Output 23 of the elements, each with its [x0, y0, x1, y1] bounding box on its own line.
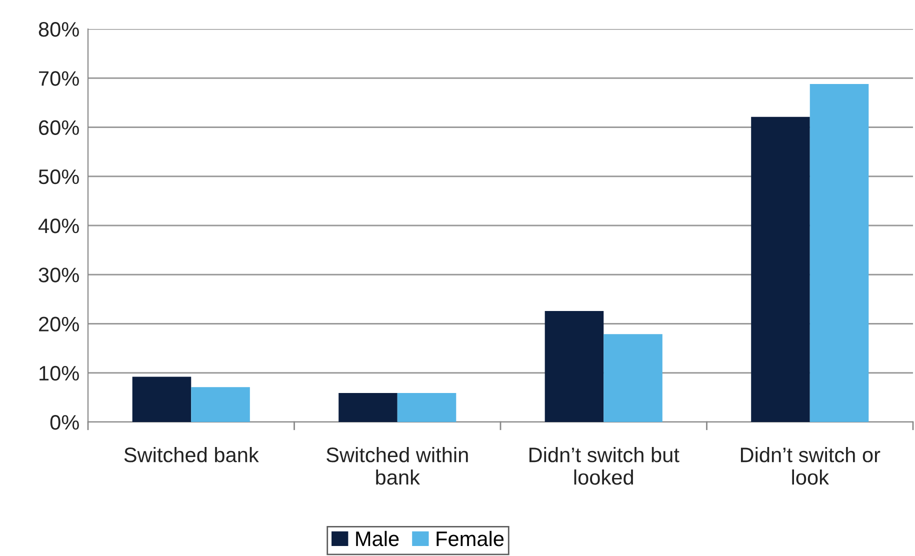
y-tick-label: 20% [39, 316, 79, 332]
y-tick-label: 40% [38, 218, 79, 234]
y-tick-label: 80% [38, 22, 79, 37]
x-tick-label: Didn’t switch or look [740, 447, 880, 485]
y-tick-label: 30% [38, 268, 79, 282]
bar [338, 393, 398, 422]
legend-label: Male [356, 530, 399, 546]
bar [544, 310, 604, 422]
bar [604, 334, 662, 422]
x-tick-label: Switched within bank [326, 447, 468, 485]
legend-label: Female [436, 530, 504, 546]
y-tick-label: 60% [39, 120, 79, 136]
y-tick-label: 0% [50, 415, 79, 430]
y-tick-label: 50% [38, 169, 79, 184]
bar [810, 84, 869, 422]
bar [397, 393, 456, 422]
x-tick-label: Didn’t switch but looked [529, 447, 680, 485]
x-tick-label: Switched bank [124, 447, 259, 462]
bar [751, 116, 810, 422]
bar [132, 376, 192, 422]
y-tick-label: 10% [40, 366, 79, 381]
bar [191, 387, 250, 422]
y-tick-label: 70% [39, 71, 79, 86]
